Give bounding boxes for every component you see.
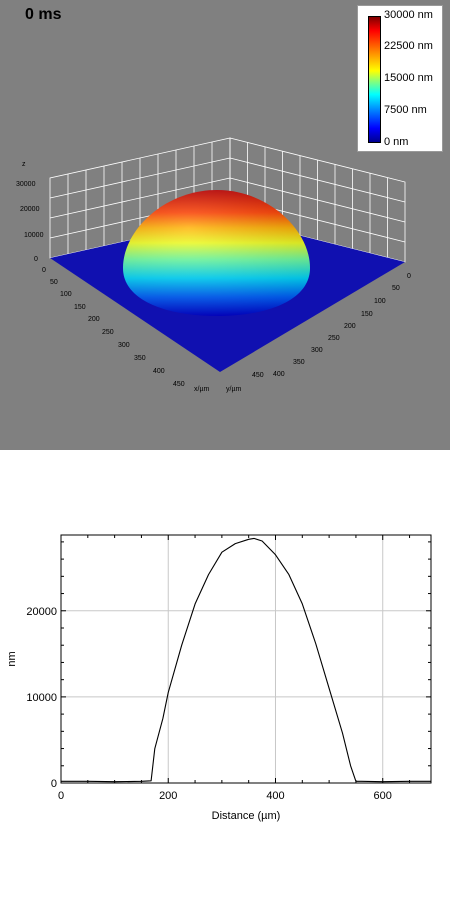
colorbar-gradient xyxy=(368,16,381,143)
y-tick: 250 xyxy=(328,335,340,342)
x-tick: 400 xyxy=(153,368,165,375)
time-label: 0 ms xyxy=(25,6,62,23)
y-tick: 300 xyxy=(311,347,323,354)
x-axis-title: Distance (µm) xyxy=(212,810,281,822)
ticks: 0 200 400 600 0 10000 20000 xyxy=(26,535,431,802)
z-tick: 30000 xyxy=(16,181,36,188)
x-tick-label: 200 xyxy=(159,790,177,802)
y-axis-label: y/µm xyxy=(226,386,241,393)
grid xyxy=(61,535,431,783)
x-tick: 300 xyxy=(118,342,130,349)
x-tick-label: 400 xyxy=(266,790,284,802)
colorbar-label: 7500 nm xyxy=(384,104,427,116)
z-tick: 10000 xyxy=(24,232,44,239)
y-tick: 450 xyxy=(252,372,264,379)
x-tick: 0 xyxy=(42,267,46,274)
x-tick: 450 xyxy=(173,381,185,388)
surface-plot: z 30000 20000 10000 0 0 50 100 150 200 2… xyxy=(16,137,411,393)
y-tick: 200 xyxy=(344,323,356,330)
plot-frame xyxy=(60,534,432,784)
z-axis-label: z xyxy=(22,161,26,168)
colorbar-label: 15000 nm xyxy=(384,72,433,84)
surface-plot-panel: z 30000 20000 10000 0 0 50 100 150 200 2… xyxy=(0,0,450,450)
x-tick: 350 xyxy=(134,355,146,362)
x-tick: 250 xyxy=(102,329,114,336)
y-tick: 150 xyxy=(361,311,373,318)
z-tick: 0 xyxy=(34,256,38,263)
x-axis-label: x/µm xyxy=(194,386,209,393)
y-axis-title: nm xyxy=(6,651,18,666)
profile-chart: 0 200 400 600 0 10000 20000 Distance (µm) nm xyxy=(6,534,432,822)
profile-line xyxy=(61,537,431,783)
x-tick-label: 600 xyxy=(374,790,392,802)
y-tick-label: 0 xyxy=(51,778,57,790)
surface-dome-shading xyxy=(123,190,310,316)
colorbar-label: 30000 nm xyxy=(384,9,433,21)
colorbar-label: 0 nm xyxy=(384,136,409,148)
colorbar: 30000 nm 22500 nm 15000 nm 7500 nm 0 nm xyxy=(357,5,443,152)
y-tick: 100 xyxy=(374,298,386,305)
x-tick: 50 xyxy=(50,279,58,286)
y-tick-label: 10000 xyxy=(26,692,57,704)
x-tick: 150 xyxy=(74,304,86,311)
series xyxy=(61,537,431,783)
x-tick-label: 0 xyxy=(58,790,64,802)
x-tick: 100 xyxy=(60,291,72,298)
profile-chart-panel: 0 200 400 600 0 10000 20000 Distance (µm) nm xyxy=(0,450,450,900)
back-wall-right xyxy=(229,137,406,263)
colorbar-label: 22500 nm xyxy=(384,40,433,52)
y-tick: 50 xyxy=(392,285,400,292)
z-tick: 20000 xyxy=(20,206,40,213)
y-tick: 400 xyxy=(273,371,285,378)
y-tick: 0 xyxy=(407,273,411,280)
y-tick-label: 20000 xyxy=(26,606,57,618)
x-tick: 200 xyxy=(88,316,100,323)
y-tick: 350 xyxy=(293,359,305,366)
